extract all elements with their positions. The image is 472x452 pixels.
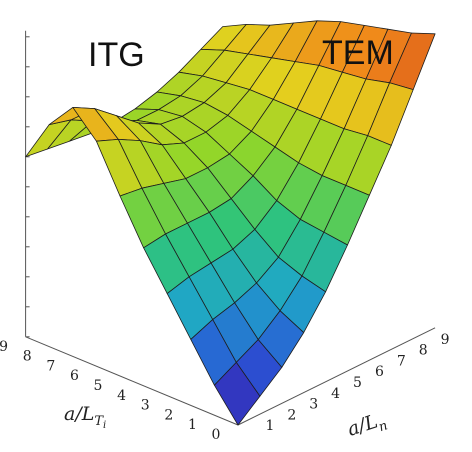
y-tick-label: 1 xyxy=(265,418,274,434)
y-tick-label: 3 xyxy=(309,397,318,413)
annotation-itg: ITG xyxy=(88,36,145,74)
x-tick-label: 8 xyxy=(23,349,32,365)
y-tick-label: 7 xyxy=(397,353,406,369)
x-axis-line xyxy=(25,336,239,426)
y-axis-label-sub: n xyxy=(377,418,390,435)
axes-frame xyxy=(25,30,436,426)
x-axis-label-sub: T xyxy=(94,414,104,429)
x-tick-label: 4 xyxy=(117,388,126,404)
annotation-tem: TEM xyxy=(322,34,394,72)
x-tick-label: 0 xyxy=(212,427,221,443)
x-tick-label: 9 xyxy=(0,339,8,355)
x-tick-label: 5 xyxy=(94,378,103,394)
y-tick-label: 2 xyxy=(287,407,296,423)
y-axis-label: a/Ln xyxy=(345,408,390,445)
x-tick-label: 7 xyxy=(46,358,55,374)
x-tick-label: 2 xyxy=(164,407,173,423)
x-tick-label: 1 xyxy=(188,417,197,433)
surface-face xyxy=(213,361,261,426)
y-tick-label: 8 xyxy=(419,343,428,359)
x-axis-label-subsub: i xyxy=(103,420,106,431)
y-tick-label: 9 xyxy=(441,332,450,348)
y-axis-line xyxy=(237,327,436,426)
y-tick-label: 5 xyxy=(353,375,362,391)
surface-mesh xyxy=(25,20,436,426)
y-tick-label: 4 xyxy=(331,386,340,402)
x-axis-label-base: a/L xyxy=(64,403,94,425)
x-tick-label: 6 xyxy=(70,368,79,384)
x-axis-label: a/LTi xyxy=(64,403,106,431)
y-tick-label: 6 xyxy=(375,364,384,380)
x-tick-label: 3 xyxy=(141,398,150,414)
y-axis-label-base: a/L xyxy=(345,410,381,440)
